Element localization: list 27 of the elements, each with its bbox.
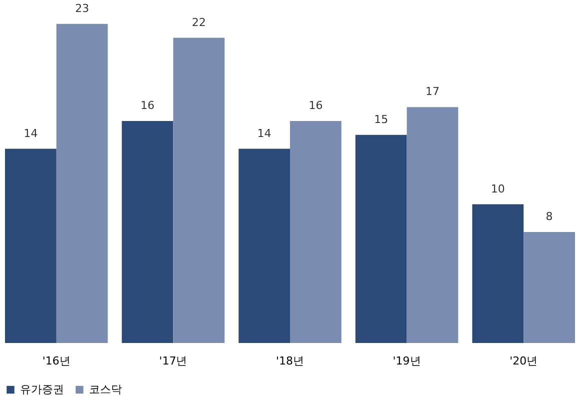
data-label: 14: [24, 126, 38, 140]
bar: [290, 121, 342, 343]
data-label: 16: [308, 99, 323, 112]
bar: [56, 24, 108, 343]
bar: [406, 107, 458, 343]
data-label: 23: [75, 2, 90, 15]
x-tick-label: '19년: [392, 354, 421, 368]
bar: [122, 121, 174, 343]
bar: [173, 38, 225, 343]
x-tick-label: '18년: [276, 354, 304, 368]
legend-label: 코스닥: [89, 382, 122, 396]
data-label: 8: [546, 210, 553, 223]
x-tick-label: '20년: [510, 354, 538, 368]
bar: [472, 204, 524, 343]
data-label: 17: [426, 85, 440, 98]
bar: [238, 148, 290, 343]
data-label: 10: [490, 182, 505, 196]
bar: [355, 134, 407, 343]
x-tick-label: '17년: [159, 354, 188, 368]
data-label: 22: [192, 16, 206, 29]
data-label: 14: [257, 126, 272, 140]
bar: [524, 232, 575, 343]
legend-label: 유가증권: [20, 382, 64, 396]
bar: [5, 148, 56, 343]
x-tick-label: '16년: [42, 354, 70, 368]
data-label: 15: [374, 112, 388, 126]
data-label: 16: [140, 99, 154, 112]
